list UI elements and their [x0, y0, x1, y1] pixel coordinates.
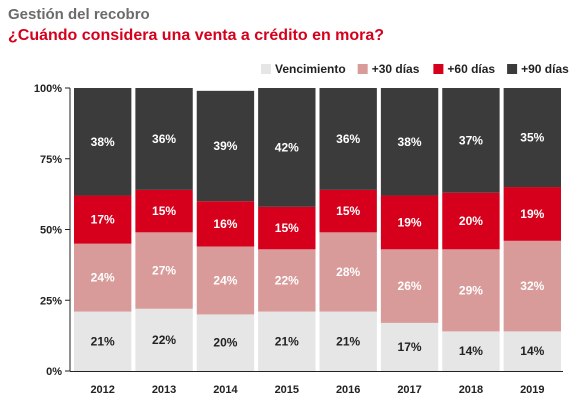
data-label: 19%: [398, 215, 422, 229]
bar-segment-2015-3: [258, 206, 316, 250]
bar-segment-2014-3: [196, 201, 255, 247]
bar-segment-2015-4: [258, 88, 316, 207]
data-label: 29%: [459, 283, 483, 297]
bar-segment-2015-1: [258, 311, 316, 371]
chart-subtitle: ¿Cuándo considera una venta a crédito en…: [8, 27, 385, 44]
data-label: 35%: [520, 131, 544, 145]
legend-swatch-3: [433, 64, 444, 74]
data-label: 24%: [91, 271, 115, 285]
y-tick-label: 25%: [40, 295, 62, 307]
y-tick-label: 100%: [34, 83, 62, 95]
bar-segment-2017-3: [380, 195, 439, 250]
legend-label-3: +60 días: [447, 62, 495, 76]
data-label: 17%: [398, 340, 422, 354]
data-label: 27%: [152, 264, 176, 278]
x-tick-label: 2018: [459, 384, 483, 396]
x-tick-label: 2016: [336, 384, 360, 396]
data-label: 19%: [520, 207, 544, 221]
bar-segment-2016-4: [319, 88, 377, 190]
legend-swatch-1: [261, 64, 271, 74]
bar-segment-2012-3: [74, 195, 132, 244]
bar-segment-2018-3: [442, 192, 500, 250]
bar-segment-2016-2: [319, 232, 377, 312]
data-label: 15%: [275, 221, 299, 235]
data-label: 20%: [459, 214, 483, 228]
data-label: 15%: [152, 204, 176, 218]
y-tick-label: 0%: [46, 366, 62, 378]
bar-segment-2013-1: [135, 308, 193, 371]
legend-swatch-4: [507, 64, 518, 74]
data-label: 17%: [91, 213, 115, 227]
bar-segment-2019-1: [503, 331, 561, 371]
x-tick-label: 2017: [397, 384, 421, 396]
bar-segment-2018-4: [442, 88, 500, 193]
x-tick-label: 2012: [90, 384, 114, 396]
x-tick-label: 2013: [152, 384, 176, 396]
bar-segment-2012-2: [74, 243, 132, 312]
bar-segment-2014-2: [196, 246, 255, 315]
data-label: 39%: [213, 139, 237, 153]
y-tick-label: 50%: [40, 225, 62, 237]
bar-segment-2013-4: [135, 88, 193, 190]
data-label: 32%: [520, 279, 544, 293]
bar-segment-2015-2: [258, 249, 316, 312]
data-label: 36%: [336, 132, 360, 146]
bar-segment-2017-4: [380, 88, 439, 196]
legend-swatch-2: [357, 64, 368, 74]
data-label: 20%: [213, 336, 237, 350]
bar-segment-2012-1: [74, 311, 132, 371]
data-label: 21%: [275, 334, 299, 348]
legend-label-1: Vencimiento: [275, 62, 346, 76]
bar-segment-2012-4: [74, 88, 132, 196]
bar-segment-2019-3: [503, 187, 561, 241]
bar-segment-2013-2: [135, 232, 193, 309]
x-tick-label: 2014: [213, 384, 238, 396]
legend-label-2: +30 días: [372, 62, 420, 76]
data-label: 14%: [459, 344, 483, 358]
bar-segment-2018-2: [442, 249, 500, 332]
data-label: 15%: [336, 204, 360, 218]
data-label: 21%: [91, 334, 115, 348]
bar-segment-2013-3: [135, 189, 193, 233]
data-label: 22%: [152, 333, 176, 347]
bar-segment-2014-4: [196, 90, 255, 202]
data-label: 38%: [91, 135, 115, 149]
bar-segment-2019-2: [503, 240, 561, 332]
data-label: 37%: [459, 133, 483, 147]
data-label: 21%: [336, 334, 360, 348]
chart-title: Gestión del recobro: [8, 6, 150, 23]
data-label: 28%: [336, 265, 360, 279]
bar-segment-2018-1: [442, 331, 500, 371]
bar-segment-2016-3: [319, 189, 377, 233]
data-label: 26%: [398, 279, 422, 293]
bar-segment-2017-1: [380, 322, 439, 371]
bar-segment-2017-2: [380, 249, 439, 323]
legend-label-4: +90 días: [521, 62, 569, 76]
data-label: 42%: [275, 140, 299, 154]
data-label: 16%: [213, 217, 237, 231]
data-label: 22%: [275, 273, 299, 287]
bar-segment-2019-4: [503, 88, 561, 188]
data-label: 36%: [152, 132, 176, 146]
bar-segment-2016-1: [319, 311, 377, 371]
bar-segment-2014-1: [196, 314, 255, 371]
data-label: 14%: [520, 344, 544, 358]
x-tick-label: 2019: [520, 384, 544, 396]
data-label: 38%: [398, 135, 422, 149]
x-tick-label: 2015: [275, 384, 299, 396]
data-label: 24%: [213, 273, 237, 287]
y-tick-label: 75%: [40, 154, 62, 166]
